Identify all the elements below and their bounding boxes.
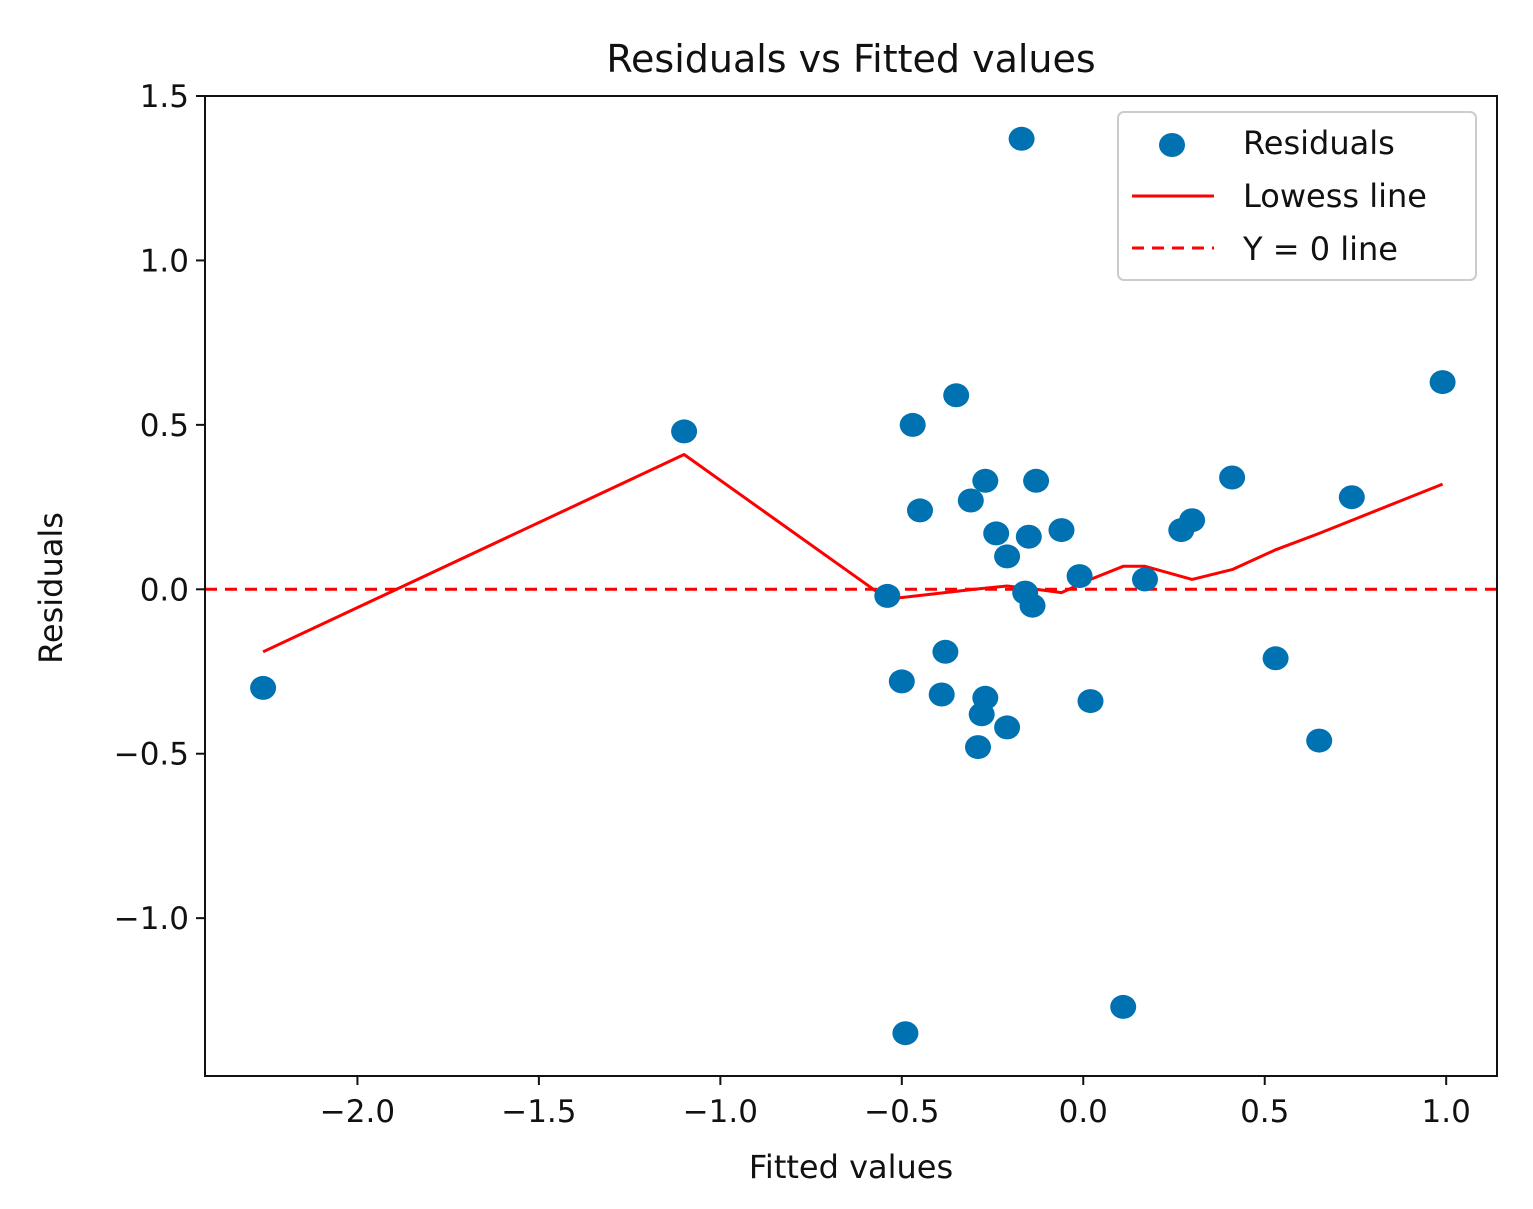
residual-point — [994, 715, 1021, 740]
legend-lowess-label: Lowess line — [1243, 177, 1427, 215]
residual-point — [1048, 518, 1075, 543]
legend-zero-label: Y = 0 line — [1242, 230, 1398, 268]
residual-point — [892, 1021, 919, 1046]
x-tick-label: −1.5 — [501, 1094, 576, 1130]
residual-point — [932, 639, 959, 664]
y-axis-ticks: −1.0 −0.5 0.0 0.5 1.0 1.5 — [114, 79, 205, 937]
residual-point — [907, 498, 933, 523]
residual-point — [1262, 646, 1289, 671]
plot-frame — [204, 95, 1498, 1077]
x-tick-label: −1.0 — [683, 1094, 758, 1130]
y-axis-label: Residuals — [32, 512, 70, 664]
x-tick-label: 1.0 — [1422, 1094, 1471, 1130]
residual-point — [1015, 524, 1042, 549]
residual-point — [250, 675, 277, 700]
legend-residuals-label: Residuals — [1243, 124, 1395, 162]
residual-point — [972, 468, 999, 493]
x-axis-label: Fitted values — [749, 1148, 953, 1186]
y-tick-label: 1.5 — [140, 79, 189, 115]
x-tick-label: 0.5 — [1240, 1094, 1289, 1130]
residual-point — [1077, 689, 1104, 714]
legend-box — [1117, 111, 1477, 281]
residual-point — [1066, 564, 1093, 589]
residual-point — [1306, 728, 1333, 753]
legend: Residuals Lowess line Y = 0 line — [1117, 111, 1477, 281]
residual-point — [671, 419, 698, 444]
residual-point — [1132, 567, 1158, 592]
residual-point — [874, 583, 901, 608]
residual-point — [888, 669, 915, 694]
y-tick-label: 0.5 — [140, 408, 189, 444]
x-tick-label: −2.0 — [320, 1094, 395, 1130]
residual-point — [928, 682, 955, 707]
residual-point — [1008, 126, 1035, 151]
y-tick-label: 1.0 — [140, 243, 189, 279]
y-tick-label: −0.5 — [114, 737, 189, 773]
residual-point — [1219, 465, 1246, 490]
residual-point — [943, 383, 970, 408]
residual-point — [983, 521, 1010, 546]
residual-point — [1110, 994, 1137, 1019]
x-tick-label: −0.5 — [864, 1094, 939, 1130]
x-tick-label: 0.0 — [1059, 1094, 1108, 1130]
residual-point — [994, 544, 1021, 569]
residual-point — [1338, 485, 1365, 510]
residual-point — [965, 735, 991, 760]
residual-point — [899, 412, 926, 437]
plot-area — [205, 126, 1497, 1046]
y-tick-label: −1.0 — [114, 901, 189, 937]
y-tick-label: 0.0 — [140, 572, 189, 608]
residual-point — [972, 685, 999, 710]
residual-point — [1023, 468, 1050, 493]
x-axis-ticks: −2.0 −1.5 −1.0 −0.5 0.0 0.5 1.0 — [320, 1076, 1471, 1130]
residual-point — [1019, 593, 1046, 618]
chart-title: Residuals vs Fitted values — [606, 37, 1095, 81]
legend-residuals-marker — [1159, 133, 1185, 157]
residual-point — [1429, 370, 1456, 395]
residual-point — [957, 488, 984, 513]
residual-point — [1179, 508, 1206, 533]
